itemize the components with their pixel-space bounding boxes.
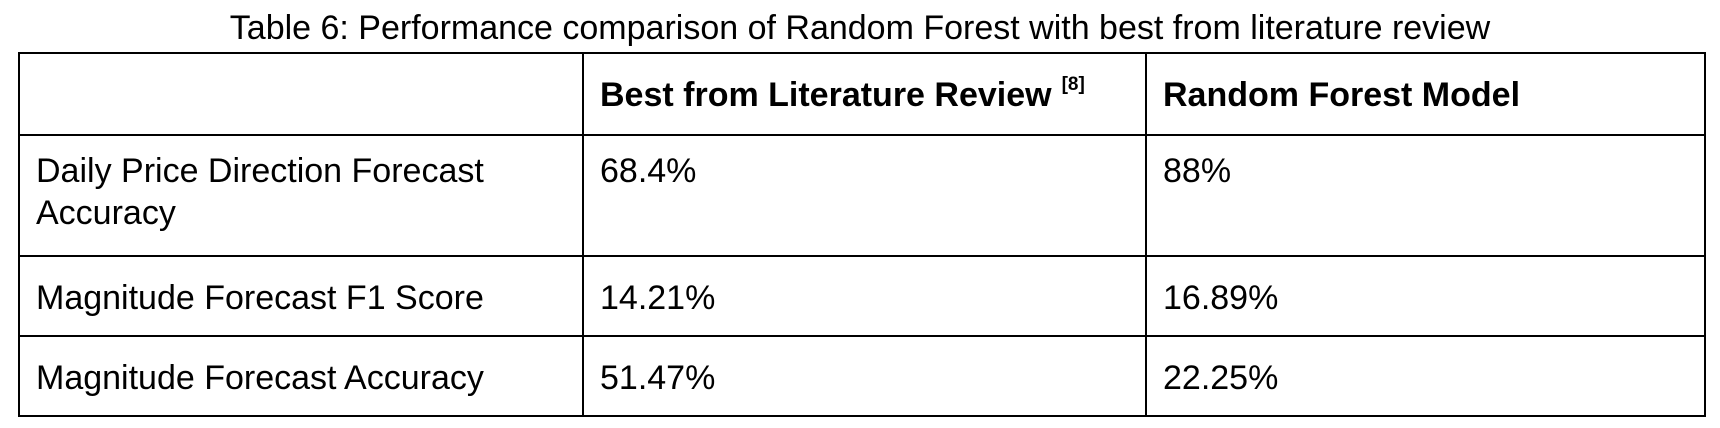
citation-reference: [8] [1061, 73, 1085, 95]
literature-value-cell: 14.21% [582, 255, 1147, 337]
random-forest-value-cell: 88% [1145, 134, 1706, 257]
table-row: Magnitude Forecast F1 Score 14.21% 16.89… [18, 255, 1706, 337]
header-cell-random-forest: Random Forest Model [1145, 52, 1706, 136]
row-label-cell: Daily Price Direction Forecast Accuracy [18, 134, 584, 257]
table-row: Daily Price Direction Forecast Accuracy … [18, 134, 1706, 257]
random-forest-value-cell: 16.89% [1145, 255, 1706, 337]
literature-value-cell: 68.4% [582, 134, 1147, 257]
table-caption: Table 6: Performance comparison of Rando… [229, 9, 1491, 47]
performance-comparison-table: Best from Literature Review [8] Random Fo… [18, 52, 1706, 417]
header-cell-literature: Best from Literature Review [8] [582, 52, 1147, 136]
row-label-cell: Magnitude Forecast F1 Score [18, 255, 584, 337]
table-header-row: Best from Literature Review [8] Random Fo… [18, 52, 1706, 136]
row-label-cell: Magnitude Forecast Accuracy [18, 335, 584, 417]
random-forest-value-cell: 22.25% [1145, 335, 1706, 417]
literature-value-cell: 51.47% [582, 335, 1147, 417]
table-row: Magnitude Forecast Accuracy 51.47% 22.25… [18, 335, 1706, 417]
header-cell-empty [18, 52, 584, 136]
header-label-literature: Best from Literature Review [600, 76, 1052, 114]
